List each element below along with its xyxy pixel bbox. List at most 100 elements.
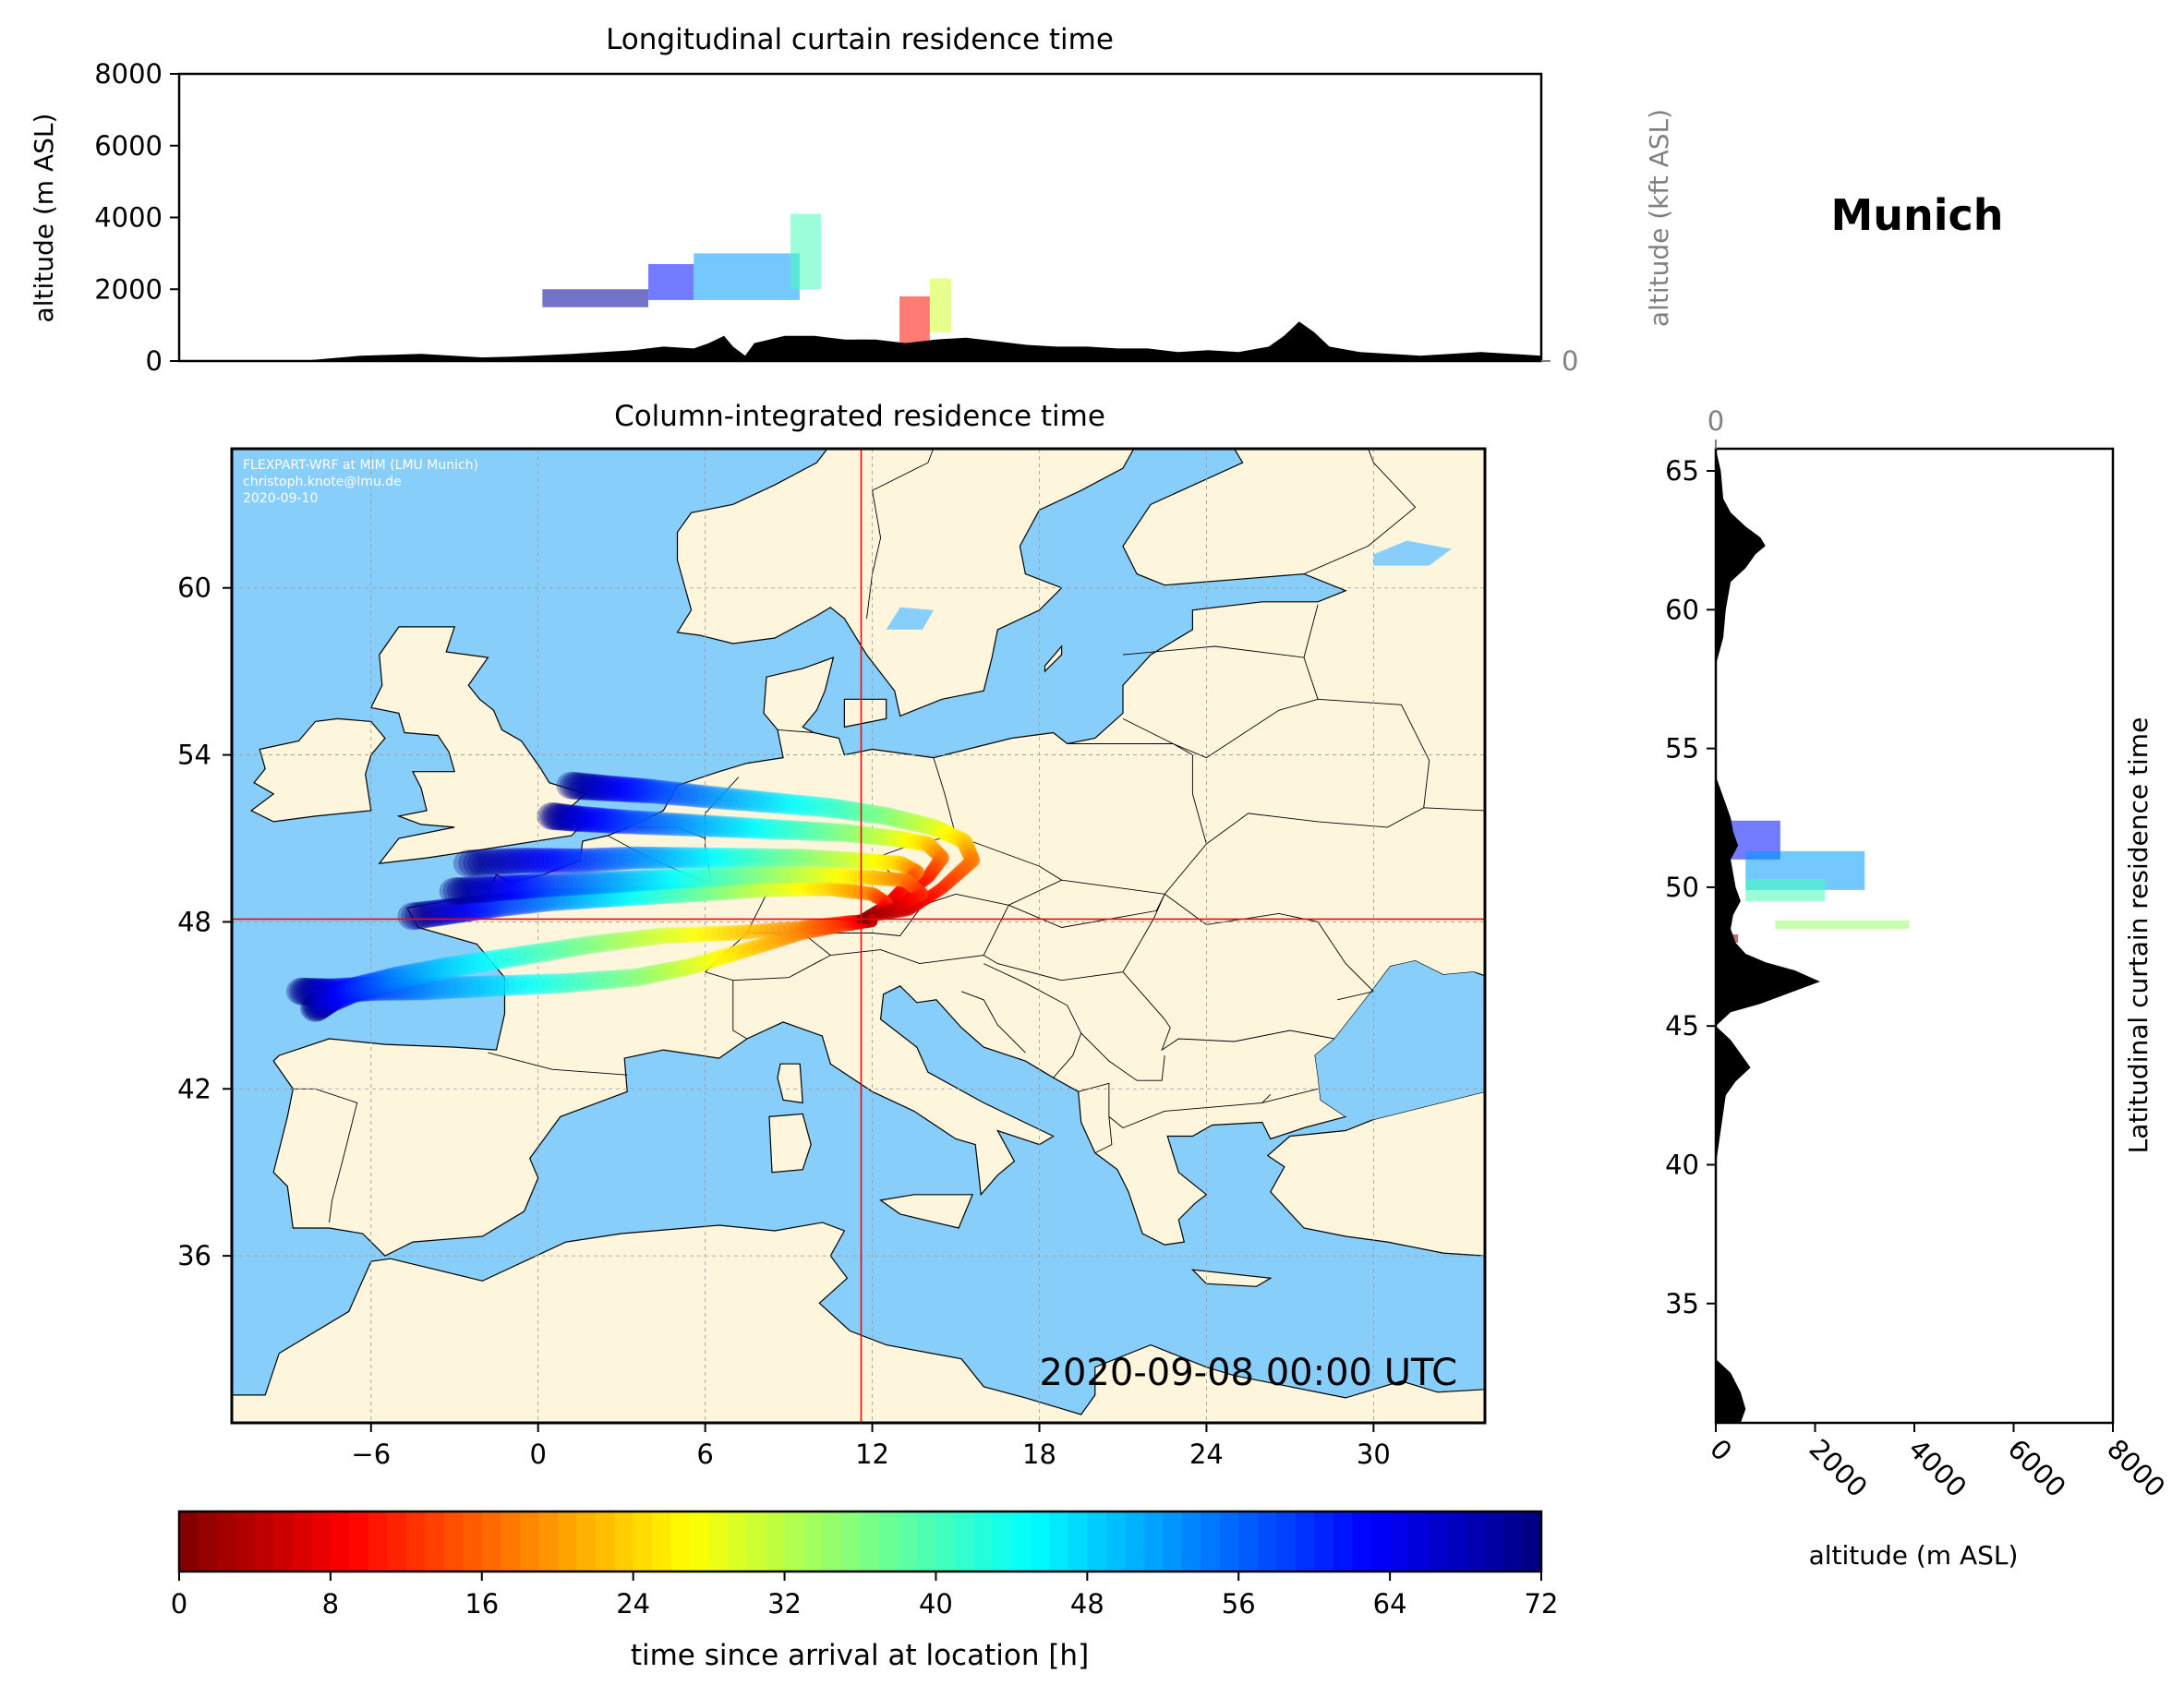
trajectory-4-point [551,872,579,897]
border-france-belgium [607,835,700,881]
trajectory-1-point [561,805,591,832]
colorbar-segment [1503,1511,1524,1572]
top-y2tick-label: 0 [1562,345,1578,377]
trajectory-2-point [487,848,517,875]
colorbar-tick-label: 32 [767,1588,802,1620]
trajectory-6-point [395,964,421,987]
trajectory-1-point [546,803,577,831]
trajectory-1-point [752,818,775,839]
trajectory-3-point [563,886,588,910]
map-area [232,449,1485,1423]
trajectory-5-point [291,977,321,1006]
trajectory-4-point [557,872,584,897]
colorbar-segment [1370,1511,1391,1572]
trajectory-2-point [724,848,747,869]
border-romania-serbia-bulgaria [1122,971,1335,1052]
trajectory-6-point [505,946,527,967]
land-zealand [843,698,887,729]
trajectory-4-point [658,868,682,890]
top-ytick-label: 0 [146,345,163,377]
trajectory-1-point [640,811,667,836]
colorbar-segment [311,1511,332,1572]
trajectory-2-point [681,847,706,869]
land-sardinia [768,1113,812,1174]
trajectory-5-point [426,976,452,1000]
colorbar-segments [179,1511,1542,1572]
trajectory-6-point [300,994,331,1022]
trajectory-3-point [459,895,489,921]
trajectory-4-point [605,870,631,894]
trajectory-1-point [683,813,709,837]
colorbar-segment [690,1511,710,1572]
trajectory-3-point [549,887,574,911]
trajectory-3-point [583,886,608,909]
trajectory-5-point [419,977,446,1000]
trajectory-6-point [463,952,487,974]
trajectory-4-point [501,874,530,900]
colorbar-segment [405,1511,426,1572]
side-ytick-label: 35 [1665,1288,1699,1319]
trajectory-1-point [585,807,613,834]
trajectory-0-point [672,782,700,807]
trajectory-0-point [572,773,602,801]
map-ytick-label: 36 [177,1240,211,1271]
top-ytick-label: 6000 [94,130,163,162]
trajectory-4-point [527,873,555,898]
colorbar-segment [235,1511,256,1572]
trajectory-0-point [559,772,590,800]
trajectory-6-point [360,971,388,996]
trajectory-3-point [568,886,594,909]
map-gridlines [232,449,1485,1423]
trajectory-1-point [581,807,609,833]
trajectory-6-point [368,970,394,994]
colorbar-segment [1466,1511,1486,1572]
trajectory-4-point [450,876,481,905]
trajectory-0-point [569,773,599,801]
trajectory-1-point [551,803,582,832]
trajectory-1-point [607,809,634,835]
trajectory-3-point [481,893,509,918]
trajectory-0-point [668,782,694,807]
colorbar-segment [387,1511,407,1572]
trajectory-6-point [468,951,492,973]
trajectory-6-point [415,960,440,983]
trajectory-4-point [446,876,477,905]
side-ytick-label: 50 [1665,872,1699,903]
trajectory-3-point [505,890,532,915]
land-masses [232,449,1485,1423]
trajectory-5-point [523,973,546,995]
trajectory-3-point [419,899,450,927]
trajectory-4-point [479,875,509,902]
trajectory-0-point [565,772,597,801]
trajectory-0-point [778,793,802,815]
trajectory-1-point [659,813,686,837]
border-croatia-bosnia [983,963,1082,1078]
trajectory-5-point [360,976,388,1002]
trajectory-3-point [474,894,502,919]
border-serbia-montenegro-kosovo [1080,1032,1165,1081]
trajectory-4-point [519,873,548,898]
trajectory-3-point [626,885,650,906]
trajectory-0-point [609,777,638,802]
trajectory-5-point [409,977,435,1001]
trajectory-4-point [687,867,710,888]
trajectory-2-point [700,847,724,869]
colorbar-segment [557,1511,577,1572]
trajectory-3-point [553,887,579,910]
trajectory-1-point [566,805,596,833]
trajectory-4-point [620,870,645,893]
colorbar-segment [1352,1511,1372,1572]
trajectory-0-point [653,780,681,805]
trajectory-2-point [652,847,677,870]
trajectory-4-point [461,876,491,904]
trajectory-4-point [512,873,540,899]
trajectory-1-point [670,813,695,837]
land-sicily [879,1194,973,1229]
trajectory-0-point [812,797,835,818]
trajectory-6-point [382,967,408,991]
trajectory-6-point [328,981,356,1008]
trajectory-2-point [536,848,564,873]
colorbar-segment [1333,1511,1353,1572]
trajectory-0-point [616,777,645,803]
